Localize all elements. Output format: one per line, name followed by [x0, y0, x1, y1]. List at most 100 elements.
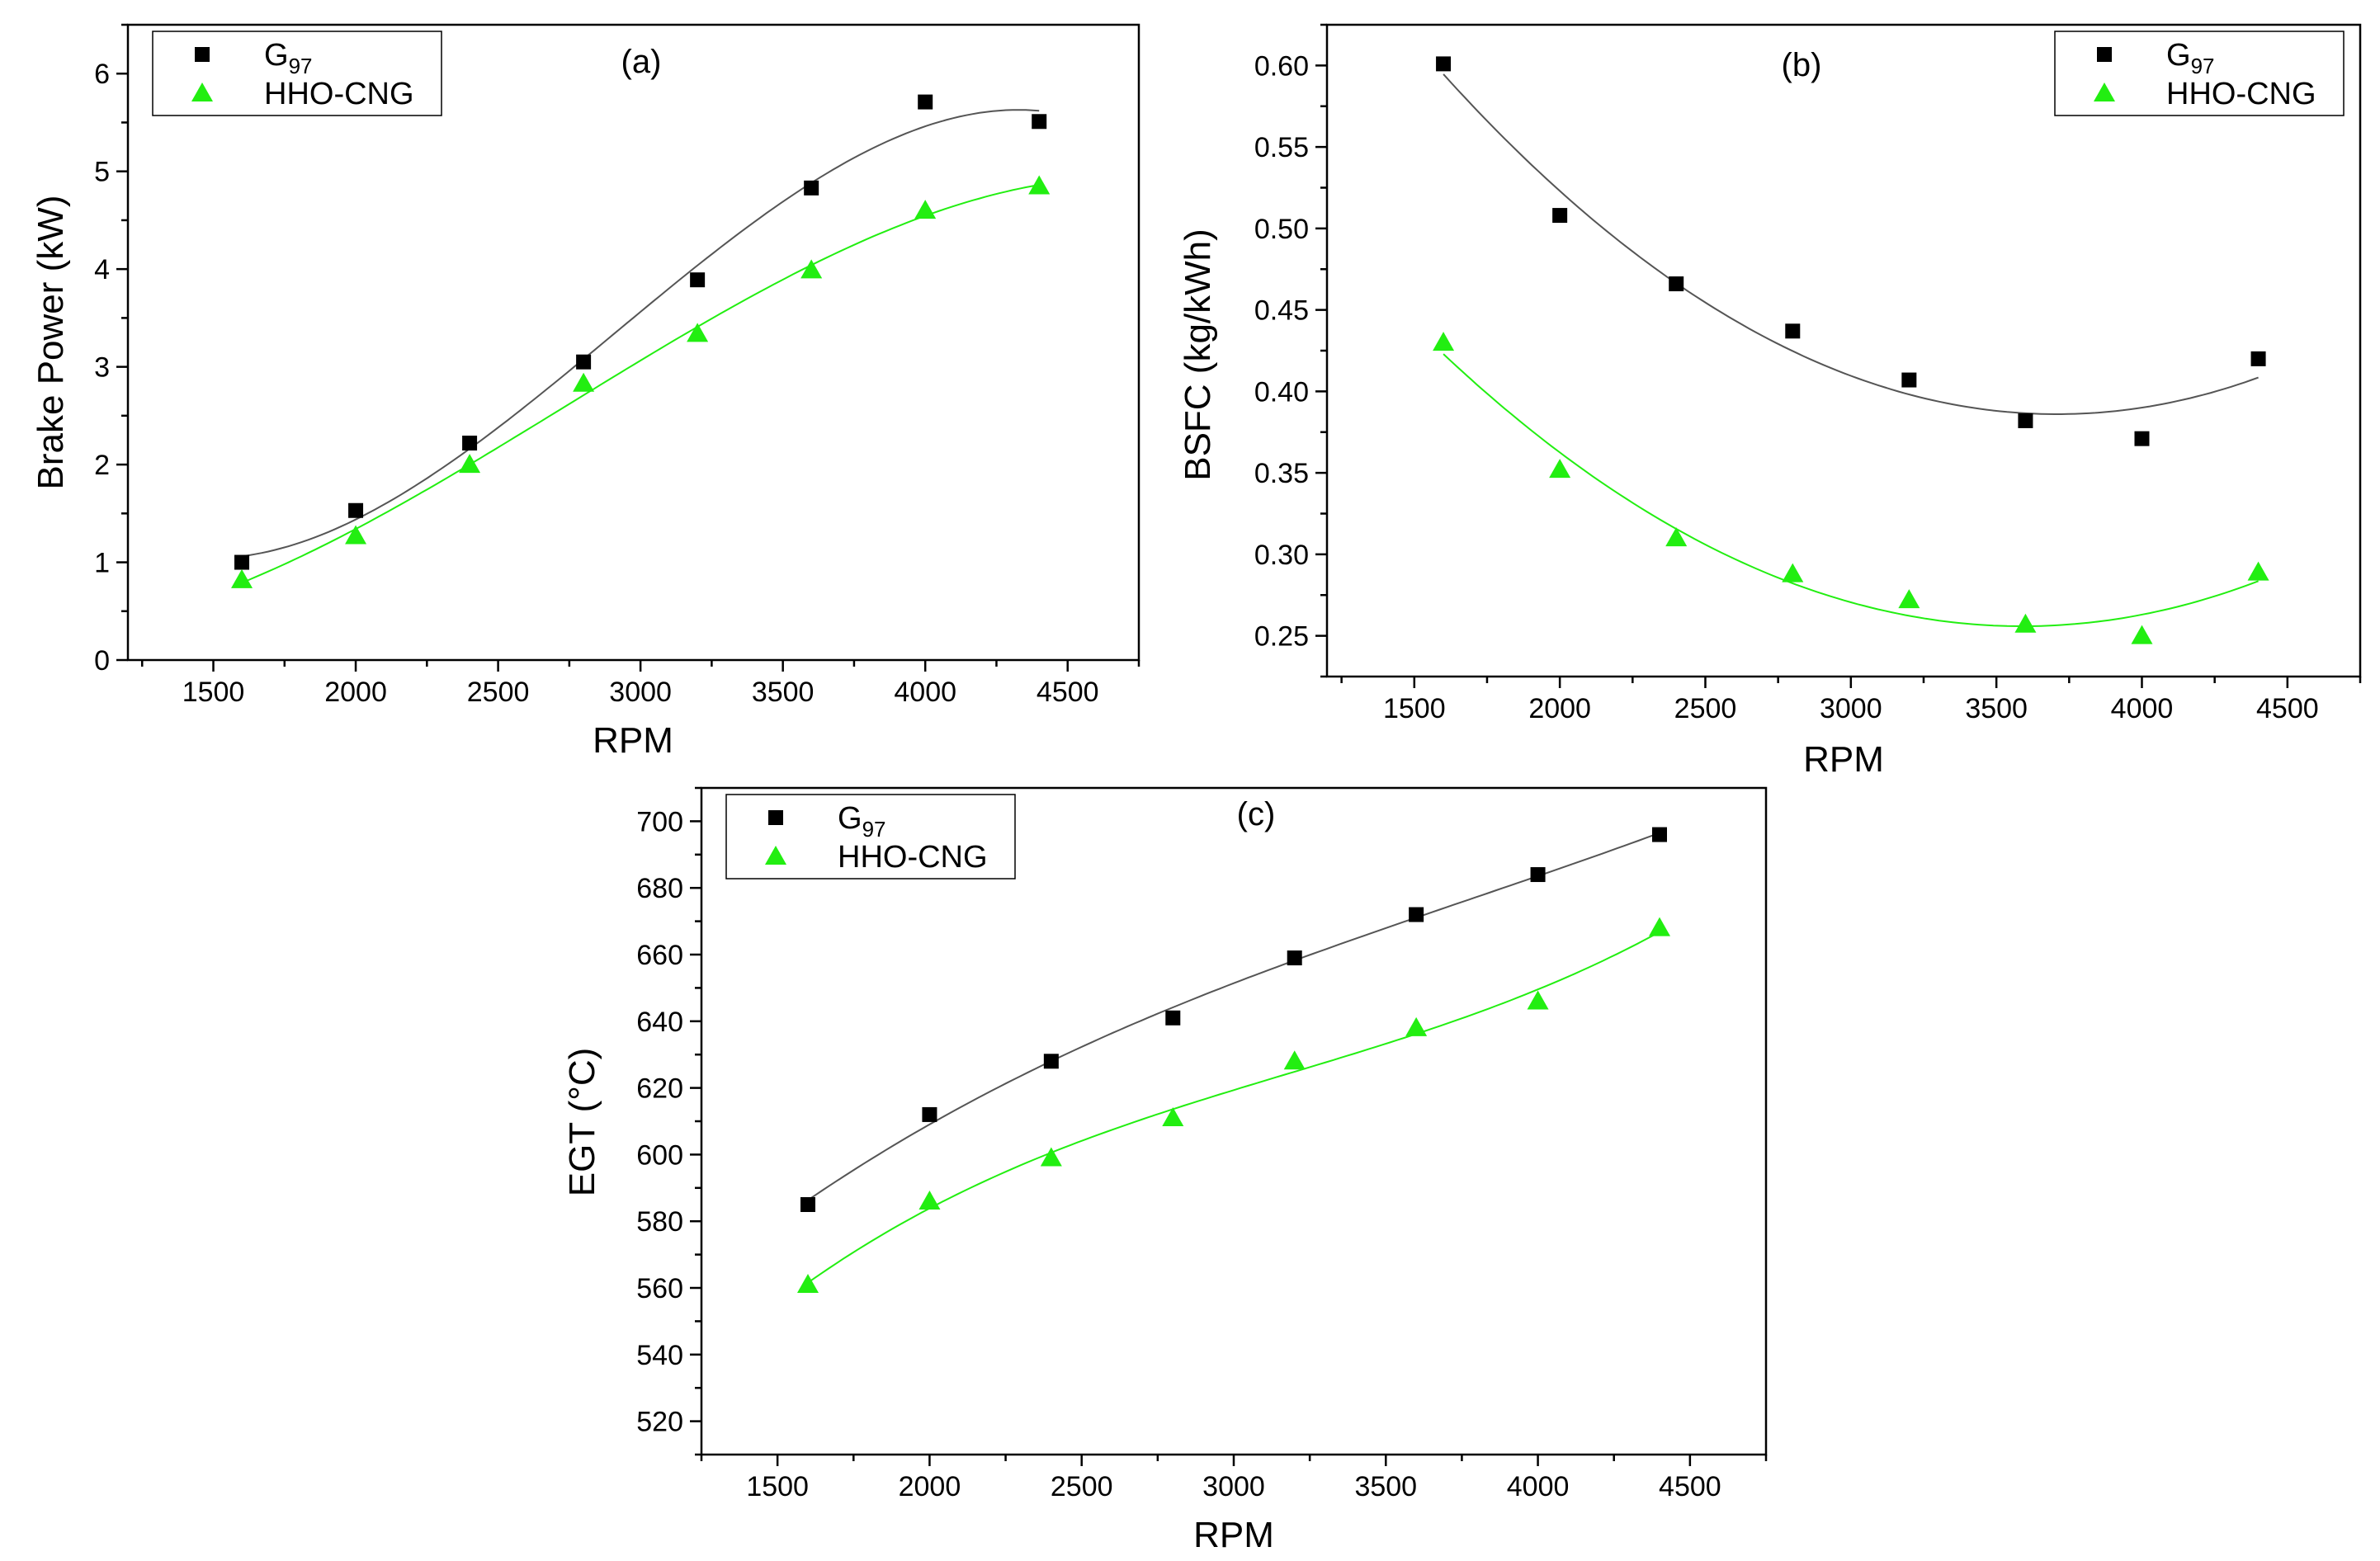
data-point: [914, 200, 937, 219]
data-point: [2018, 413, 2033, 428]
x-tick-label: 1500: [182, 677, 245, 708]
y-tick-label: 0.35: [1254, 458, 1309, 489]
data-point: [231, 568, 253, 588]
data-point: [2014, 613, 2037, 633]
y-tick-label: 640: [636, 1007, 683, 1038]
y-tick-label: 0: [94, 645, 110, 677]
y-tick-label: 0.50: [1254, 214, 1309, 245]
data-point: [800, 1197, 815, 1212]
y-tick-label: 6: [94, 59, 110, 90]
x-tick-label: 3000: [1820, 693, 1882, 724]
y-tick-label: 540: [636, 1340, 683, 1371]
data-point: [1436, 56, 1452, 72]
x-tick-label: 3500: [1965, 693, 2028, 724]
data-point: [918, 94, 933, 110]
legend-marker: [195, 47, 210, 62]
y-tick-label: 4: [94, 254, 110, 285]
data-point: [462, 436, 478, 451]
x-tick-label: 4000: [2111, 693, 2174, 724]
series-2: [797, 917, 1670, 1293]
series-2: [231, 175, 1051, 588]
y-axis-label: BSFC (kg/kWh): [1178, 229, 1218, 481]
data-point: [345, 525, 367, 545]
data-point: [459, 454, 481, 474]
y-tick-label: 660: [636, 940, 683, 971]
data-point: [1665, 527, 1688, 547]
data-point: [1649, 917, 1670, 936]
data-point: [1669, 276, 1684, 292]
data-point: [1530, 867, 1546, 883]
y-tick-label: 0.55: [1254, 132, 1309, 163]
series-2: [1433, 332, 2269, 644]
data-point: [804, 180, 819, 196]
y-tick-label: 0.25: [1254, 621, 1309, 653]
data-point: [1165, 1010, 1181, 1026]
data-point: [1283, 1050, 1306, 1070]
data-point: [1652, 827, 1667, 842]
fit-line: [241, 184, 1040, 584]
y-axis-label: Brake Power (kW): [31, 196, 71, 490]
data-point: [1433, 332, 1455, 351]
x-tick-label: 1500: [1383, 693, 1446, 724]
data-point: [1162, 1106, 1184, 1126]
x-tick-label: 4500: [2256, 693, 2319, 724]
series-1: [234, 94, 1047, 570]
y-tick-label: 560: [636, 1273, 683, 1304]
x-tick-label: 2500: [1051, 1471, 1113, 1502]
fit-line: [241, 109, 1040, 558]
panel-label: (a): [621, 44, 662, 80]
legend-marker: [191, 83, 213, 101]
y-tick-label: 520: [636, 1407, 683, 1438]
panel-label: (c): [1237, 796, 1276, 832]
data-point: [1898, 589, 1920, 609]
series-1: [800, 827, 1667, 1212]
fit-line: [807, 931, 1660, 1284]
x-tick-label: 2500: [467, 677, 530, 708]
x-tick-label: 4000: [894, 677, 956, 708]
x-axis-label: RPM: [1803, 739, 1884, 780]
data-point: [234, 554, 250, 570]
data-point: [348, 502, 364, 518]
legend-label: HHO-CNG: [2166, 77, 2316, 111]
data-point: [2250, 351, 2266, 366]
y-tick-label: 0.45: [1254, 295, 1309, 327]
data-point: [797, 1273, 819, 1293]
x-tick-label: 2500: [1674, 693, 1737, 724]
data-point: [687, 323, 709, 342]
y-tick-label: 5: [94, 157, 110, 188]
data-point: [800, 259, 823, 279]
y-tick-label: 0.40: [1254, 376, 1309, 408]
legend-marker: [768, 810, 783, 825]
legend-marker: [765, 846, 786, 865]
legend-marker: [2094, 83, 2115, 101]
y-tick-label: 1: [94, 548, 110, 579]
data-point: [1040, 1147, 1062, 1167]
data-point: [1901, 372, 1917, 388]
plot-frame: [126, 23, 1140, 662]
x-tick-label: 2000: [1528, 693, 1591, 724]
data-point: [1552, 208, 1568, 224]
fit-line: [1443, 353, 2259, 627]
data-point: [1032, 114, 1047, 130]
chart-panel-c: (c) RPM EGT (°C) 1500 2000 2500 3000 3500 400…: [562, 786, 1768, 1555]
y-tick-label: 620: [636, 1073, 683, 1105]
x-tick-label: 3000: [1202, 1471, 1265, 1502]
x-tick-label: 4500: [1659, 1471, 1721, 1502]
data-point: [1409, 907, 1424, 922]
y-axis-label: EGT (°C): [562, 1048, 602, 1197]
y-tick-label: 2: [94, 450, 110, 481]
x-axis-label: RPM: [593, 720, 673, 761]
data-point: [922, 1106, 937, 1122]
x-tick-label: 2000: [899, 1471, 961, 1502]
x-axis-label: RPM: [1193, 1515, 1274, 1555]
y-tick-label: 3: [94, 352, 110, 384]
x-tick-label: 4500: [1037, 677, 1099, 708]
data-point: [1782, 563, 1804, 582]
y-tick-label: 600: [636, 1139, 683, 1171]
data-point: [2247, 561, 2269, 581]
chart-panel-a: (a) RPM Brake Power (kW) 1500 2000 2500 300…: [31, 23, 1140, 761]
x-tick-label: 4000: [1507, 1471, 1570, 1502]
data-point: [1549, 459, 1571, 479]
